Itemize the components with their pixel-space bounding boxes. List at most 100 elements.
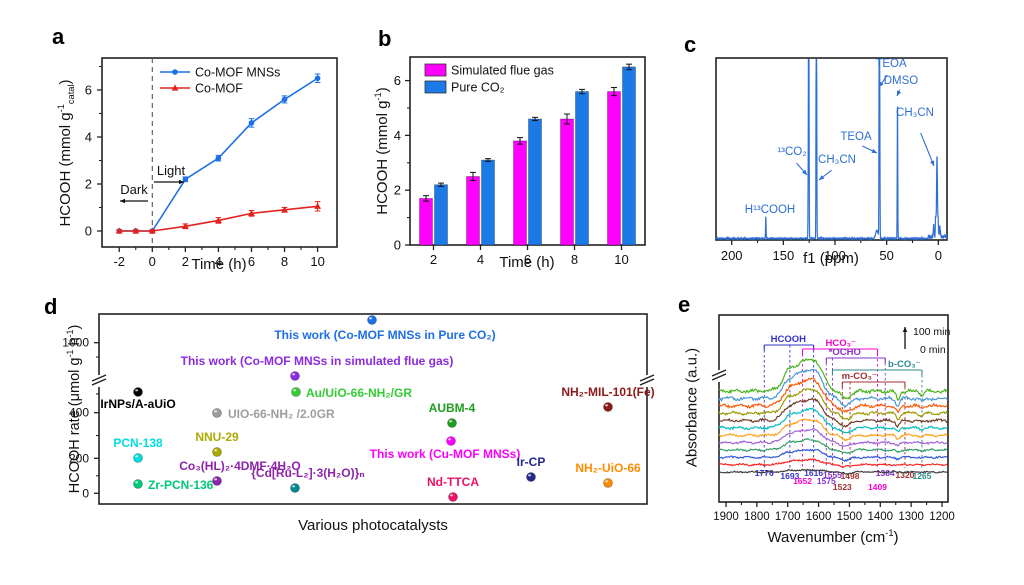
series-line-1: [119, 205, 318, 232]
plot-box: [101, 57, 338, 248]
peak-label: DMSO: [884, 75, 919, 87]
band-label: HCO₃⁻: [826, 338, 857, 349]
legend-swatch: [424, 80, 447, 94]
panel-a-chart: -2 0 2 4 6 8 10 0 2 4 6 Co-MOF MNSs Co-MOF Dark Light: [85, 57, 338, 269]
point-label: Zr-PCN-136: [148, 478, 214, 492]
dark-label: Dark: [120, 182, 148, 197]
nmr-trace: [715, 58, 948, 242]
spectrum-curve-9: [718, 377, 948, 414]
point-highlight: [448, 438, 452, 441]
x-tick-label: 1500: [837, 511, 863, 523]
spectrum-curve-11: [718, 357, 948, 401]
point-highlight: [369, 317, 373, 320]
x-tick-label: 1900: [713, 511, 739, 523]
scatter-point: [212, 476, 222, 486]
arrow-head: [879, 81, 884, 87]
legend-label: Co-MOF MNSs: [195, 66, 280, 80]
point-label: NNU-29: [195, 430, 239, 444]
spectrum-curve-7: [718, 397, 948, 429]
y-tick-label: 6: [394, 73, 401, 88]
band-label: HCOOH: [771, 334, 807, 345]
axis-break-mask: [713, 370, 726, 382]
scatter-point: [526, 472, 536, 482]
x-tick-label: 100: [824, 248, 846, 263]
panel-letter-e: e: [678, 292, 691, 317]
bar-flue-gas: [607, 91, 621, 246]
time-top-label: 100 min: [913, 326, 951, 338]
y-tick-label: 0: [85, 224, 92, 239]
bar-pure-co2: [481, 159, 495, 246]
arrow-head: [819, 175, 825, 180]
arrow-head: [930, 160, 935, 166]
x-tick-label: 150: [773, 248, 795, 263]
scatter-point: [133, 387, 143, 397]
peak-label: TEOA: [875, 58, 907, 70]
bar-flue-gas: [466, 176, 480, 246]
point-label: PCN-138: [113, 436, 163, 450]
arrow-head: [801, 169, 807, 175]
panel-c-x-axis-title: f1 (ppm): [803, 250, 859, 267]
scatter-point: [290, 483, 300, 493]
point-label: Ir-CP: [517, 455, 546, 469]
wavenumber-mark: 1523: [833, 482, 852, 492]
peak-label: TEOA: [840, 131, 872, 143]
y-tick-label: 400: [69, 406, 89, 420]
y-tick-label: 4: [394, 128, 401, 143]
data-point: [248, 209, 255, 216]
arrow-head: [871, 148, 877, 153]
scatter-point: [446, 436, 456, 446]
legend-label: Simulated flue gas: [451, 64, 554, 78]
x-tick-label: 6: [248, 254, 255, 269]
data-point: [182, 176, 189, 183]
wavenumber-mark: 1265: [912, 471, 931, 481]
panel-b-chart: 0 2 4 6 2 4 6 8 10 Simulated flue gas Pure CO₂: [394, 56, 646, 267]
panel-e-x-axis-title: Wavenumber (cm-1): [733, 528, 933, 546]
point-label: NH₂-MIL-101(Fe): [561, 385, 654, 399]
plot-box: [98, 313, 648, 505]
x-tick-label: 0: [149, 254, 156, 269]
point-highlight: [292, 485, 296, 488]
panel-letter-b: b: [378, 26, 392, 51]
x-tick-label: 4: [477, 252, 484, 267]
wavenumber-mark: 1616: [804, 468, 823, 478]
data-point: [215, 216, 222, 224]
spectrum-curve-2: [718, 448, 948, 462]
x-tick-label: 8: [571, 252, 578, 267]
point-highlight: [528, 474, 532, 477]
arrow-line: [920, 132, 935, 167]
data-point: [314, 202, 321, 209]
scatter-point: [133, 479, 143, 489]
x-tick-label: 8: [281, 254, 288, 269]
point-highlight: [135, 481, 139, 484]
axis-break-mask: [93, 375, 106, 387]
spectrum-curve-10: [718, 368, 949, 409]
point-label: IrNPs/A-aUiO: [100, 397, 175, 411]
point-highlight: [135, 455, 139, 458]
y-tick-label: 2: [394, 183, 401, 198]
x-tick-label: 1800: [744, 511, 770, 523]
y-tick-label: 0: [82, 486, 89, 500]
peak-label: ¹³CO₂: [777, 146, 806, 158]
wavenumber-mark: 1320: [896, 470, 915, 480]
x-tick-label: 1300: [898, 511, 924, 523]
point-highlight: [449, 420, 453, 423]
arrow-head: [120, 198, 126, 204]
axis-break-slash: [639, 374, 655, 382]
scatter-point: [367, 315, 377, 325]
point-label: This work (Cu-MOF MNSs): [370, 447, 521, 461]
legend-marker: [171, 84, 179, 91]
scatter-point: [447, 418, 457, 428]
point-label: This work (Co-MOF MNSs in simulated flue…: [181, 354, 454, 368]
scatter-point: [212, 408, 222, 418]
data-point: [132, 227, 140, 234]
point-label: Nd-TTCA: [427, 475, 479, 489]
panel-a-x-axis-title: Time (h): [191, 256, 247, 273]
bar-pure-co2: [434, 184, 448, 246]
x-tick-label: 2: [430, 252, 437, 267]
x-tick-label: 1400: [867, 511, 893, 523]
point-highlight: [214, 449, 218, 452]
x-tick-label: 200: [721, 248, 743, 263]
spectrum-curve-6: [718, 407, 949, 434]
